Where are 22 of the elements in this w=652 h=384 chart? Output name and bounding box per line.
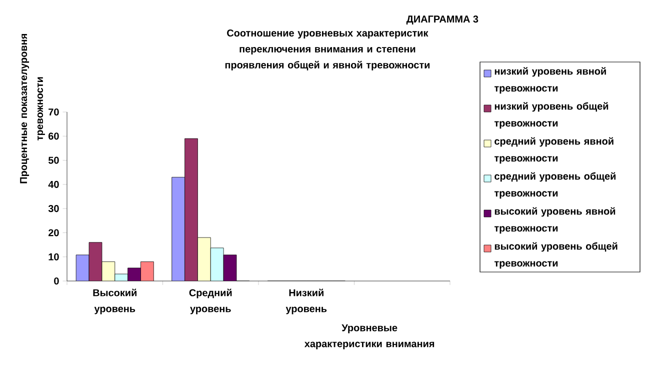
y-tick-label: 20 (48, 229, 59, 236)
text: ДИАГРАММА 3 (406, 16, 478, 24)
bar (140, 262, 154, 281)
bar (198, 238, 211, 281)
bar (172, 177, 185, 281)
y-axis-title: Процентные показателуровня тревожности (20, 34, 45, 184)
y-tick-label: 40 (48, 180, 59, 188)
y-tick-label: 70 (48, 108, 59, 116)
x-tick-label: Низкий уровень (286, 288, 327, 314)
y-tick-label: 50 (48, 156, 59, 164)
x-tick-label: Высокий уровень (93, 288, 136, 314)
chart-title: Соотношение уровневых характеристик переключения внимания и степени проявления общей и явной тревожности (225, 29, 430, 70)
y-tick-label: 30 (48, 205, 59, 212)
y-tick-label: 10 (48, 253, 59, 260)
y-tick-label: 60 (48, 132, 59, 140)
x-axis-title: Уровневые характеристики внимания (304, 324, 434, 350)
legend-label: высокий уровень общей тревожности (494, 242, 618, 269)
y-tick-label: 0 (54, 277, 59, 285)
x-tick-label: Средний уровень (189, 288, 232, 314)
bar (184, 138, 198, 281)
bar (89, 242, 102, 281)
bar (210, 248, 224, 281)
